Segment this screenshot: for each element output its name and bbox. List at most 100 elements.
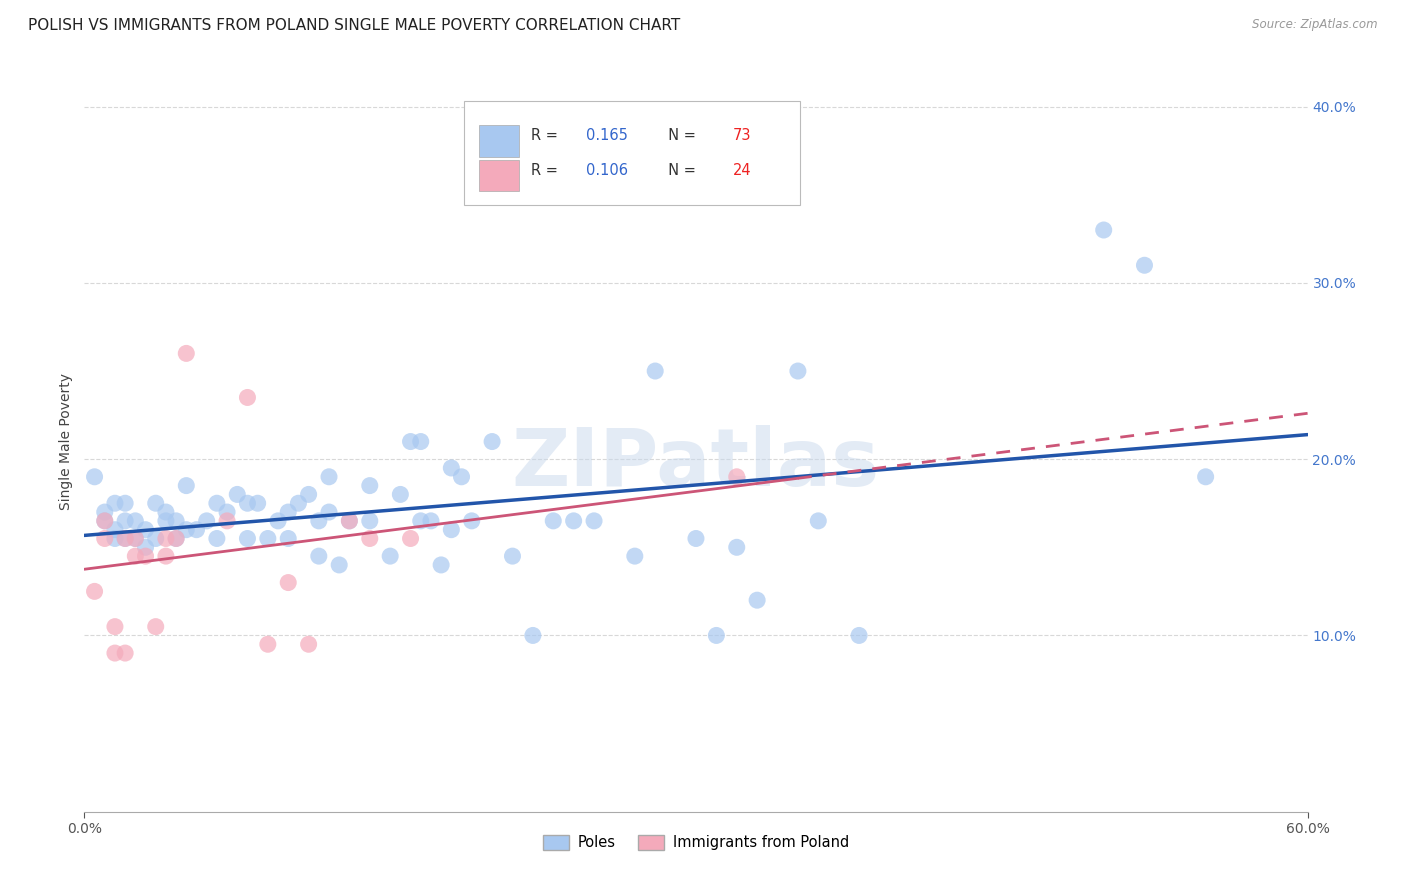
Point [135, 523, 157, 537]
Point [246, 496, 269, 510]
Point [706, 628, 728, 642]
Point [298, 637, 321, 651]
FancyBboxPatch shape [464, 101, 800, 204]
Point [165, 532, 187, 546]
Point [450, 470, 472, 484]
Point [461, 514, 484, 528]
Point [787, 364, 810, 378]
Point [287, 496, 309, 510]
FancyBboxPatch shape [479, 161, 519, 191]
Point [93, 532, 115, 546]
Point [174, 523, 197, 537]
Point [502, 549, 524, 563]
Point [277, 575, 299, 590]
Point [155, 514, 177, 528]
Point [145, 532, 167, 546]
Text: R =: R = [531, 163, 562, 178]
Point [155, 532, 177, 546]
Point [93, 514, 115, 528]
Point [165, 532, 187, 546]
Text: N =: N = [659, 163, 700, 178]
Point [124, 514, 146, 528]
Point [174, 346, 197, 360]
Text: 0.165: 0.165 [586, 128, 627, 144]
Point [165, 514, 187, 528]
Point [359, 532, 381, 546]
Point [481, 434, 503, 449]
Point [409, 514, 432, 528]
Point [1195, 470, 1218, 484]
Point [236, 532, 259, 546]
Point [807, 514, 830, 528]
Point [236, 391, 259, 405]
Point [747, 593, 769, 607]
Point [155, 505, 177, 519]
Point [339, 514, 361, 528]
Point [124, 549, 146, 563]
Text: Source: ZipAtlas.com: Source: ZipAtlas.com [1253, 18, 1378, 31]
Point [725, 470, 748, 484]
Point [155, 549, 177, 563]
Point [114, 514, 136, 528]
Point [328, 558, 350, 572]
Text: R =: R = [531, 128, 562, 144]
Point [135, 549, 157, 563]
Legend: Poles, Immigrants from Poland: Poles, Immigrants from Poland [537, 830, 855, 856]
FancyBboxPatch shape [479, 126, 519, 156]
Point [104, 532, 127, 546]
Point [1133, 258, 1156, 272]
Point [93, 514, 115, 528]
Point [114, 496, 136, 510]
Point [145, 619, 167, 633]
Text: POLISH VS IMMIGRANTS FROM POLAND SINGLE MALE POVERTY CORRELATION CHART: POLISH VS IMMIGRANTS FROM POLAND SINGLE … [28, 18, 681, 33]
Point [174, 478, 197, 492]
Point [186, 523, 208, 537]
Point [83, 584, 105, 599]
Point [145, 496, 167, 510]
Point [399, 434, 422, 449]
Point [217, 514, 239, 528]
Point [104, 523, 127, 537]
Point [543, 514, 565, 528]
Point [104, 619, 127, 633]
Point [83, 470, 105, 484]
Point [226, 487, 249, 501]
Point [440, 523, 463, 537]
Point [277, 505, 299, 519]
Point [440, 461, 463, 475]
Point [624, 549, 647, 563]
Point [205, 496, 228, 510]
Point [308, 549, 330, 563]
Point [399, 532, 422, 546]
Point [298, 487, 321, 501]
Point [124, 532, 146, 546]
Point [430, 558, 453, 572]
Point [236, 496, 259, 510]
Point [114, 532, 136, 546]
Point [124, 532, 146, 546]
Point [93, 505, 115, 519]
Text: ZIPatlas: ZIPatlas [512, 425, 880, 503]
Point [583, 514, 606, 528]
Point [104, 646, 127, 660]
Point [318, 470, 340, 484]
Point [644, 364, 666, 378]
Point [308, 514, 330, 528]
Text: N =: N = [659, 128, 700, 144]
Point [685, 532, 707, 546]
Point [522, 628, 544, 642]
Point [562, 514, 585, 528]
Point [359, 478, 381, 492]
Point [135, 541, 157, 555]
Point [339, 514, 361, 528]
Point [277, 532, 299, 546]
Point [104, 496, 127, 510]
Point [205, 532, 228, 546]
Point [725, 541, 748, 555]
Point [114, 646, 136, 660]
Point [318, 505, 340, 519]
Point [257, 637, 280, 651]
Text: 0.106: 0.106 [586, 163, 628, 178]
Point [389, 487, 412, 501]
Point [257, 532, 280, 546]
